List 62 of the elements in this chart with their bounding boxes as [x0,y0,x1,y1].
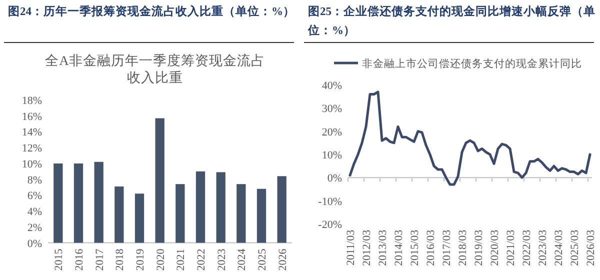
x-tick-label: 2026 [276,248,289,271]
x-tick-label: 2012/03 [361,229,373,266]
bar [74,163,84,243]
x-tick-label: 2014/03 [393,229,405,266]
x-tick-label: 2019/03 [473,229,485,266]
x-tick-label: 2024 [236,248,248,271]
x-tick-label: 2018 [114,248,126,271]
x-tick-label: 2024/03 [553,229,565,266]
bar [176,184,185,243]
y-tick-label: 40% [322,80,342,92]
chart-title: 图24：历年一季报筹资现金流占收入比重（单位：%） [8,4,296,20]
chart-title: 图25：企业偿还债务支付的现金同比增速小幅反弹（单位：%） [308,4,596,39]
y-tick-label: 16% [22,110,42,123]
y-tick-label: 30% [322,103,342,116]
x-tick-label: 2023/03 [537,229,549,266]
x-tick-label: 2013/03 [377,229,389,266]
x-tick-label: 2015/03 [409,229,421,266]
x-tick-label: 2022 [196,248,208,271]
x-tick-label: 2017/03 [441,229,453,266]
legend-label: 非金融上市公司偿还债务支付的现金累计同比 [362,57,582,70]
y-tick-label: 10% [22,158,42,170]
x-tick-label: 2020 [154,248,167,271]
bar [155,118,164,243]
bar [256,188,266,243]
y-tick-label: 12% [22,142,42,155]
x-tick-label: 2022/03 [521,229,533,266]
y-tick-label: 2% [27,222,42,234]
y-tick-label: 4% [27,206,42,218]
bar [196,171,206,243]
x-tick-label: 2025 [256,248,268,271]
y-tick-label: 6% [27,190,42,202]
x-tick-label: 2016 [74,248,86,271]
x-tick-label: 2017 [94,248,106,271]
x-tick-label: 2021/03 [505,229,517,266]
x-tick-label: 2021 [175,248,188,271]
bar [94,162,104,243]
chart-subtitle: 全A非金融历年一季度筹资现金流占收入比重 [44,52,266,86]
bar [236,184,246,243]
bar [114,186,124,243]
bar [216,172,226,243]
x-tick-label: 2016/03 [425,229,437,266]
x-tick-label: 2026/03 [585,229,597,266]
x-tick-label: 2019 [134,248,146,271]
y-tick-label: 14% [22,126,42,139]
y-tick-label: 8% [27,174,42,186]
y-tick-label: 18% [22,95,42,107]
line-series [348,90,592,186]
x-tick-label: 2023 [216,248,228,271]
bar [134,194,144,243]
y-tick-label: 0% [27,238,42,250]
y-tick-label: 20% [322,126,342,138]
y-tick-label: -20% [318,218,342,231]
x-tick-label: 2020/03 [489,229,501,266]
y-tick-label: 10% [322,149,342,162]
bar [54,163,63,243]
x-tick-label: 2018/03 [457,229,469,266]
y-tick-label: 0% [327,172,342,185]
bar [277,176,286,243]
x-tick-label: 2011/03 [345,229,357,266]
x-tick-label: 2025/03 [569,229,581,266]
x-tick-label: 2015 [53,248,66,271]
y-tick-label: -10% [318,196,342,208]
